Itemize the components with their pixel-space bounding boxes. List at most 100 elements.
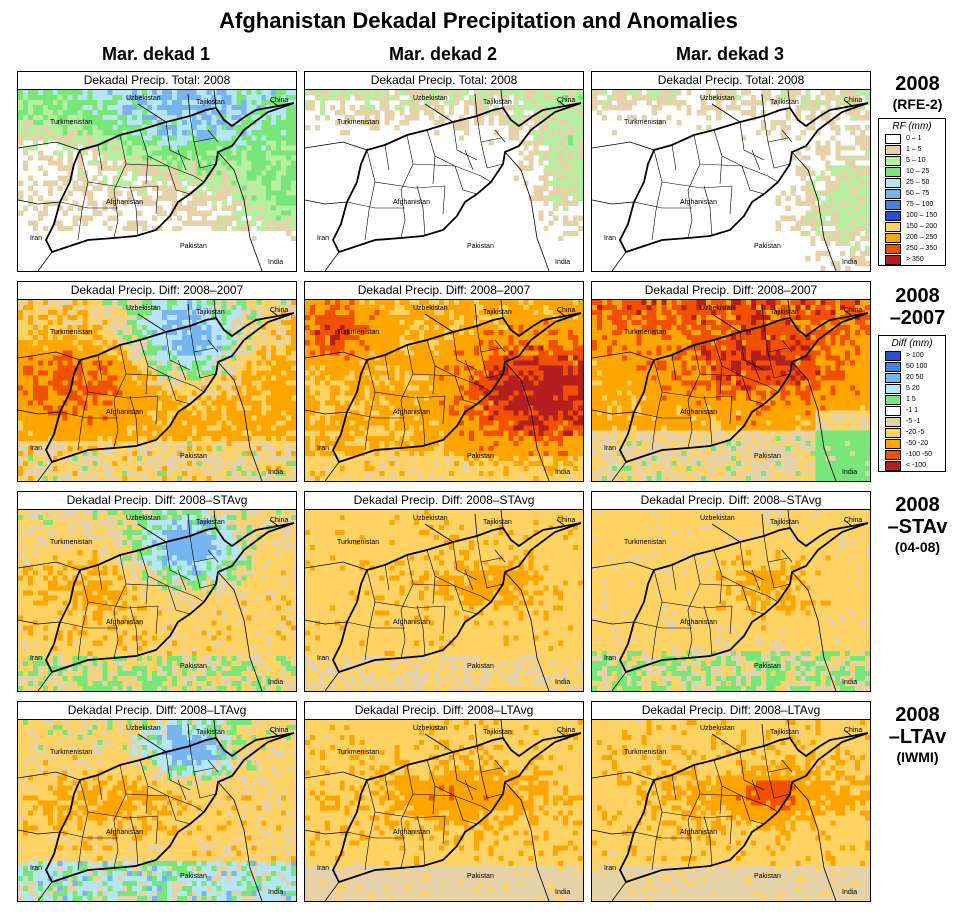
legend-entry: 10 – 25 — [879, 166, 945, 177]
row-label-line: 2008 — [880, 285, 955, 307]
label-afghanistan: Afghanistan — [680, 619, 717, 626]
precipitation-map: Uzbekistan Tajikistan China Turkmenistan Afg… — [18, 300, 296, 481]
legend-swatch — [885, 428, 901, 438]
label-india: India — [842, 679, 857, 686]
label-afghanistan: Afghanistan — [106, 199, 143, 206]
label-pakistan: Pakistan — [180, 453, 207, 460]
label-pakistan: Pakistan — [467, 243, 494, 250]
legend-label: -20 -5 — [906, 427, 924, 438]
column-header-dekad-3: Mar. dekad 3 — [586, 44, 874, 65]
panel-title: Dekadal Precip. Diff: 2008–LTAvg — [592, 702, 870, 720]
legend-entry: < -100 — [879, 460, 945, 471]
legend-label: 50 – 75 — [906, 188, 929, 199]
legend-label: 250 – 350 — [906, 243, 937, 254]
precip-raster — [18, 720, 296, 901]
legend-label: 75 – 100 — [906, 199, 933, 210]
label-uzbekistan: Uzbekistan — [413, 515, 448, 522]
label-uzbekistan: Uzbekistan — [413, 95, 448, 102]
label-tajikistan: Tajikistan — [483, 729, 512, 736]
afghanistan-border — [331, 312, 582, 464]
label-iran: Iran — [317, 655, 329, 662]
label-china: China — [557, 727, 575, 734]
row-label-rfe2: 2008 (RFE-2) — [880, 73, 955, 113]
label-india: India — [842, 259, 857, 266]
afghanistan-border — [44, 522, 295, 674]
label-afghanistan: Afghanistan — [106, 409, 143, 416]
label-china: China — [844, 307, 862, 314]
legend-entry: 200 – 250 — [879, 232, 945, 243]
label-tajikistan: Tajikistan — [770, 99, 799, 106]
label-uzbekistan: Uzbekistan — [126, 515, 161, 522]
precip-raster — [18, 90, 296, 242]
label-india: India — [555, 679, 570, 686]
legend-swatch — [885, 373, 901, 383]
legend-swatch — [885, 145, 901, 155]
legend-label: -100 -50 — [906, 449, 932, 460]
column-header-dekad-2: Mar. dekad 2 — [299, 44, 587, 65]
label-india: India — [555, 259, 570, 266]
label-india: India — [555, 889, 570, 896]
boundaries — [305, 720, 582, 901]
label-china: China — [557, 307, 575, 314]
legend-entries: > 100 50 100 20 50 5 20 1 5 -1 1 -5 -1 -20 -5 -5… — [879, 350, 945, 471]
label-iran: Iran — [604, 865, 616, 872]
label-china: China — [270, 727, 288, 734]
label-tajikistan: Tajikistan — [196, 519, 225, 526]
legend-swatch — [885, 439, 901, 449]
figure-title: Afghanistan Dekadal Precipitation and An… — [0, 8, 957, 34]
afghanistan-border — [618, 522, 869, 674]
label-afghanistan: Afghanistan — [393, 829, 430, 836]
row-label-line: –LTAv — [880, 726, 955, 748]
map-panel-row3-col2: Dekadal Precip. Diff: 2008–STAvg Uzbekist… — [304, 491, 584, 692]
label-tajikistan: Tajikistan — [770, 309, 799, 316]
label-tajikistan: Tajikistan — [770, 729, 799, 736]
panel-title: Dekadal Precip. Diff: 2008–LTAvg — [305, 702, 583, 720]
legend-label: 5 – 10 — [906, 155, 925, 166]
precipitation-map: Uzbekistan Tajikistan China Turkmenistan Afg… — [305, 720, 583, 901]
boundaries — [18, 510, 295, 691]
label-india: India — [842, 889, 857, 896]
legend-label: -50 -20 — [906, 438, 928, 449]
boundaries — [305, 300, 582, 481]
map-panel-row4-col1: Dekadal Precip. Diff: 2008–LTAvg Uzbekist… — [17, 701, 297, 902]
label-uzbekistan: Uzbekistan — [700, 515, 735, 522]
label-china: China — [557, 517, 575, 524]
legend-title: RF (mm) — [879, 119, 945, 133]
precip-raster — [305, 510, 583, 691]
map-panel-row3-col3: Dekadal Precip. Diff: 2008–STAvg Uzbekist… — [591, 491, 871, 692]
precip-raster — [305, 300, 583, 481]
afghanistan-border — [331, 102, 582, 254]
legend-swatch — [885, 255, 901, 265]
label-uzbekistan: Uzbekistan — [700, 305, 735, 312]
precip-raster — [592, 720, 870, 901]
row-label-line: (RFE-2) — [880, 95, 955, 113]
label-china: China — [270, 307, 288, 314]
legend-swatch — [885, 362, 901, 372]
afghanistan-border — [618, 732, 869, 884]
legend-swatch — [885, 134, 901, 144]
row-label-line: 2008 — [880, 73, 955, 95]
legend-entry: 1 5 — [879, 394, 945, 405]
label-pakistan: Pakistan — [754, 243, 781, 250]
label-turkmenistan: Turkmenistan — [50, 329, 92, 336]
precipitation-map: Uzbekistan Tajikistan China Turkmenistan Afg… — [305, 510, 583, 691]
label-afghanistan: Afghanistan — [106, 619, 143, 626]
map-panel-row2-col3: Dekadal Precip. Diff: 2008–2007 Uzbekista… — [591, 281, 871, 482]
label-afghanistan: Afghanistan — [680, 409, 717, 416]
precipitation-map: Uzbekistan Tajikistan China Turkmenistan Afg… — [592, 300, 870, 481]
legend-entry: 100 – 150 — [879, 210, 945, 221]
legend-label: 50 100 — [906, 361, 927, 372]
afghanistan-border — [618, 102, 869, 254]
label-china: China — [844, 517, 862, 524]
boundaries — [305, 510, 582, 691]
label-turkmenistan: Turkmenistan — [337, 119, 379, 126]
legend-entry: -20 -5 — [879, 427, 945, 438]
label-india: India — [268, 889, 283, 896]
map-panel-row1-col2: Dekadal Precip. Total: 2008 Uzbekistan Taj… — [304, 71, 584, 272]
label-iran: Iran — [604, 655, 616, 662]
label-china: China — [270, 517, 288, 524]
precip-raster — [592, 300, 870, 481]
panel-title: Dekadal Precip. Diff: 2008–2007 — [18, 282, 296, 300]
row-label-line: 2008 — [880, 704, 955, 726]
